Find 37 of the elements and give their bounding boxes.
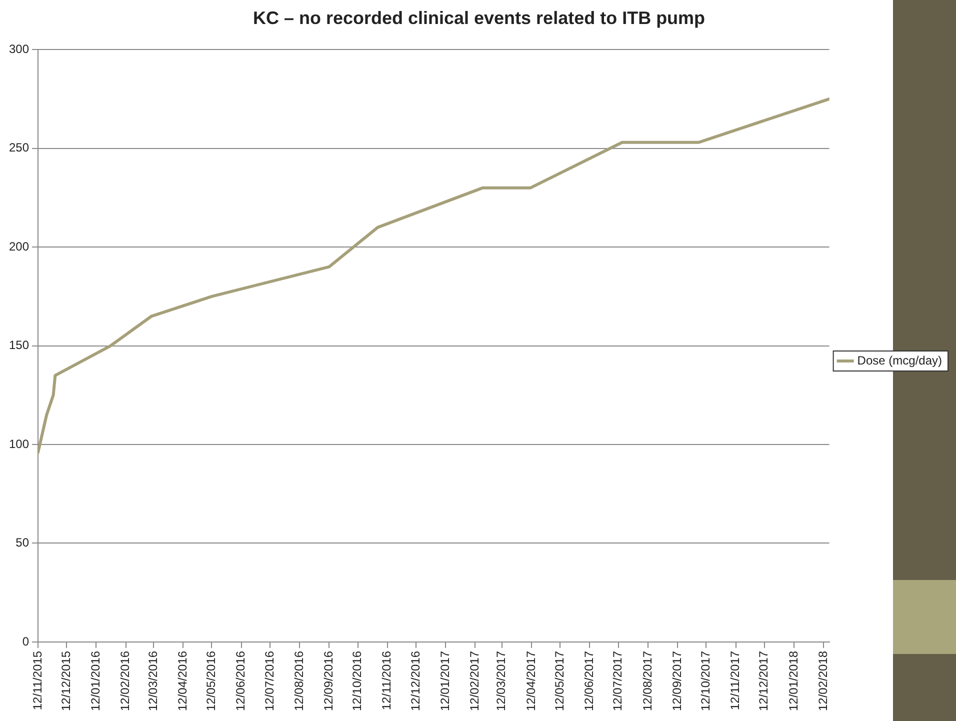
x-tick-label: 12/10/2017: [698, 650, 712, 712]
y-tick-label: 0: [22, 634, 30, 648]
x-tick-label: 12/12/2015: [58, 650, 73, 712]
x-tick-label: 12/10/2016: [350, 650, 364, 712]
chart-title: KC – no recorded clinical events related to ITB pump: [252, 8, 706, 28]
x-tick-label: 12/12/2016: [408, 650, 422, 712]
x-tick-label: 12/07/2016: [262, 650, 276, 712]
x-tick-label: 12/09/2016: [321, 650, 336, 712]
x-tick-label: 12/02/2018: [816, 650, 830, 712]
y-tick-label: 250: [8, 140, 30, 155]
x-tick-label: 12/12/2017: [756, 650, 771, 712]
x-tick-label: 12/01/2016: [88, 650, 103, 712]
x-tick-label: 12/01/2017: [438, 650, 452, 712]
x-tick-label: 12/03/2017: [494, 650, 508, 712]
x-tick-label: 12/02/2016: [118, 650, 132, 712]
y-tick-label: 50: [16, 536, 30, 550]
x-tick-label: 12/04/2017: [524, 650, 538, 712]
x-tick-label: 12/05/2017: [552, 650, 566, 712]
x-tick-label: 12/05/2016: [204, 650, 218, 712]
x-tick-label: 12/06/2016: [234, 650, 248, 712]
x-tick-label: 12/02/2017: [468, 650, 482, 712]
x-tick-label: 12/07/2017: [610, 650, 625, 712]
y-tick-label: 200: [8, 239, 30, 254]
x-tick-label: 12/11/2016: [380, 650, 394, 710]
legend-label: Dose (mcg/day): [857, 353, 942, 368]
x-tick-label: 12/11/2017: [728, 650, 742, 710]
x-tick-label: 12/03/2016: [146, 650, 160, 712]
x-tick-label: 12/11/2015: [30, 650, 44, 710]
y-tick-label: 100: [8, 436, 30, 451]
x-tick-label: 12/01/2018: [786, 650, 800, 712]
x-tick-label: 12/08/2017: [640, 650, 654, 712]
x-tick-label: 12/06/2017: [582, 650, 596, 712]
y-tick-label: 150: [8, 338, 30, 352]
x-tick-label: 12/04/2016: [175, 650, 190, 712]
x-tick-label: 12/08/2016: [292, 650, 306, 712]
x-tick-label: 12/09/2017: [670, 650, 684, 712]
y-tick-label: 300: [8, 42, 30, 56]
